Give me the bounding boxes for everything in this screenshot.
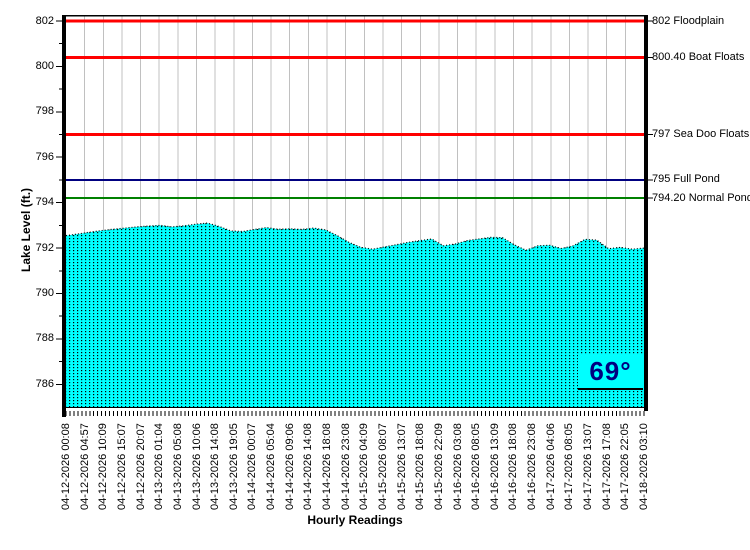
x-axis-tick-label: 04-15-2026 13:07 xyxy=(395,423,408,510)
y-axis-tick-label: 792 xyxy=(35,241,54,254)
x-axis-tick-label: 04-12-2026 04:57 xyxy=(78,423,91,510)
x-axis-tick-label: 04-17-2026 04:06 xyxy=(544,423,557,510)
x-axis-tick-label: 04-17-2026 13:07 xyxy=(582,423,595,510)
x-axis-tick-label: 04-13-2026 01:04 xyxy=(153,423,166,510)
right-axis-line xyxy=(644,15,648,411)
x-axis-tick-label: 04-18-2026 03:10 xyxy=(638,423,650,510)
y-axis-tick-label: 800 xyxy=(35,59,54,72)
x-axis-line xyxy=(62,407,648,408)
x-axis-tick-label: 04-14-2026 05:04 xyxy=(265,423,278,510)
x-axis-tick-label: 04-15-2026 18:08 xyxy=(414,423,427,510)
x-axis-tick-label: 04-14-2026 00:07 xyxy=(246,423,259,510)
x-axis-tick-label: 04-14-2026 09:06 xyxy=(283,423,296,510)
x-axis-tick-label: 04-14-2026 18:08 xyxy=(321,423,334,510)
y-axis-tick-label: 786 xyxy=(35,377,54,390)
lake-level-area xyxy=(66,223,644,407)
x-axis-tick-label: 04-15-2026 04:09 xyxy=(358,423,371,510)
top-frame-line xyxy=(62,15,648,17)
y-axis-tick-label: 798 xyxy=(35,105,54,118)
x-axis-tick-label: 04-16-2026 18:08 xyxy=(507,423,520,510)
x-axis-tick-label: 04-17-2026 08:05 xyxy=(563,423,576,510)
y-axis-tick-label: 788 xyxy=(35,332,54,345)
x-axis-tick-label: 04-16-2026 13:09 xyxy=(488,423,501,510)
y-axis-tick-label: 790 xyxy=(35,286,54,299)
x-axis-tick-label: 04-16-2026 08:05 xyxy=(470,423,483,510)
x-axis-tick-label: 04-14-2026 23:08 xyxy=(339,423,352,510)
y-axis-tick-label: 794 xyxy=(35,196,54,209)
reference-line-label: 802 Floodplain xyxy=(652,14,725,27)
x-axis-tick-label: 04-13-2026 19:05 xyxy=(227,423,240,510)
x-axis-tick-label: 04-15-2026 08:07 xyxy=(376,423,389,510)
x-axis-tick-label: 04-13-2026 05:08 xyxy=(171,423,184,510)
y-axis-line xyxy=(62,15,66,417)
x-axis-title: Hourly Readings xyxy=(307,513,403,527)
reference-line-label: 795 Full Pond xyxy=(652,173,720,186)
x-axis-tick-label: 04-13-2026 14:08 xyxy=(209,423,222,510)
x-axis-tick-label: 04-12-2026 15:07 xyxy=(115,423,128,510)
temperature-badge: 69° xyxy=(578,354,643,390)
y-axis-tick-label: 802 xyxy=(35,14,54,27)
y-axis-tick-label: 796 xyxy=(35,150,54,163)
x-axis-tick-label: 04-14-2026 14:08 xyxy=(302,423,315,510)
x-axis-tick-label: 04-12-2026 00:08 xyxy=(60,423,72,510)
lake-level-line xyxy=(65,222,645,251)
reference-line-label: 797 Sea Doo Floats xyxy=(652,128,750,141)
x-axis-tick-label: 04-17-2026 17:08 xyxy=(600,423,613,510)
x-axis-tick-label: 04-16-2026 03:08 xyxy=(451,423,464,510)
x-axis-tick-label: 04-13-2026 10:06 xyxy=(190,423,203,510)
x-axis-tick-label: 04-16-2026 23:08 xyxy=(526,423,539,510)
reference-line-label: 794.20 Normal Pond xyxy=(652,191,750,204)
x-axis-tick-label: 04-12-2026 10:09 xyxy=(97,423,110,510)
x-axis-tick-label: 04-12-2026 20:07 xyxy=(134,423,147,510)
reference-line-label: 800.40 Boat Floats xyxy=(652,50,745,63)
x-axis-tick-label: 04-17-2026 22:05 xyxy=(619,423,632,510)
x-axis-tick-label: 04-15-2026 22:09 xyxy=(432,423,445,510)
